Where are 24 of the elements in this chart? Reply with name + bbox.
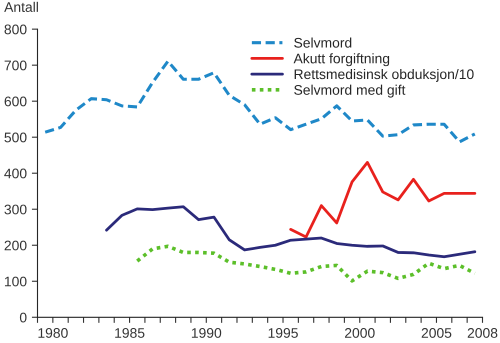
y-tick-label: 500	[4, 132, 27, 142]
x-tick-label: 2008	[468, 328, 498, 338]
line-series	[105, 205, 476, 258]
y-tick-label: 0	[20, 312, 27, 322]
legend-label: Rettsmedisinsk obduksjon/10	[294, 68, 474, 82]
y-tick-label: 700	[4, 60, 27, 70]
y-tick-label: 300	[4, 204, 27, 214]
line-series	[135, 244, 477, 283]
legend-label: Selvmord	[294, 37, 352, 48]
legend-label: Selvmord med gift	[294, 84, 406, 98]
y-tick-label: 100	[4, 276, 27, 286]
legend-label: Akutt forgiftning	[294, 53, 390, 66]
x-tick-label: 1995	[268, 328, 298, 338]
x-tick-label: 2005	[422, 328, 452, 338]
y-tick-label: 800	[4, 24, 27, 34]
x-tick-label: 1990	[192, 328, 222, 338]
y-axis-title: Antall	[4, 2, 38, 12]
y-tick-label: 400	[4, 168, 27, 178]
x-tick-label: 1980	[38, 328, 68, 338]
y-tick-label: 200	[4, 240, 27, 250]
x-tick-label: 2000	[344, 328, 375, 338]
y-tick-label: 600	[4, 96, 27, 106]
line-series	[289, 161, 476, 238]
x-tick-label: 1985	[115, 328, 144, 338]
